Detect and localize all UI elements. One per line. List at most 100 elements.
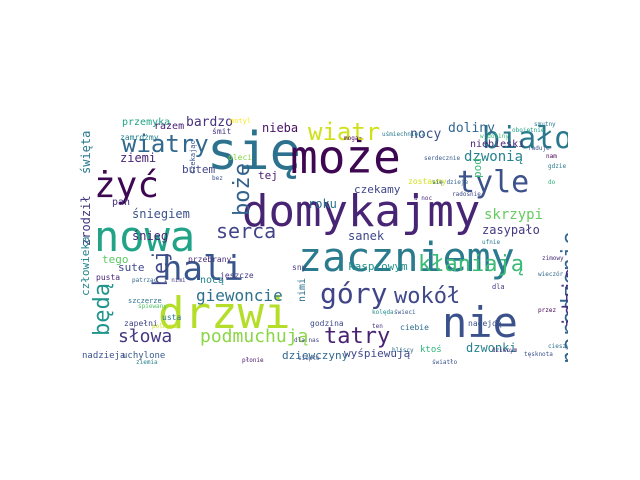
word-cloud-word: góry	[320, 277, 388, 310]
word-cloud-word: podmuchują	[200, 326, 309, 347]
word-cloud-word: bardzo	[186, 116, 233, 130]
word-cloud-word: cieszy	[548, 343, 568, 350]
word-cloud-word: dzwonią	[464, 149, 524, 165]
word-cloud-word: dziewczyny	[282, 349, 349, 362]
word-cloud-word: płonie	[242, 357, 264, 364]
word-cloud-word: ktoś	[420, 345, 442, 355]
word-cloud-word: polnymi	[152, 323, 178, 330]
word-cloud-word: światło	[432, 359, 458, 366]
word-cloud-word: może	[290, 130, 401, 184]
word-cloud-word: sanek	[348, 229, 385, 243]
word-cloud-word: śpiewany	[138, 303, 167, 310]
word-cloud-word: oleci	[228, 153, 253, 162]
word-cloud-word: smutny	[534, 121, 556, 128]
word-cloud-word: szczerze	[128, 297, 162, 305]
word-cloud-word: nocy	[410, 127, 442, 142]
word-cloud-word: dla	[492, 283, 505, 291]
word-cloud-word: patrząc	[132, 277, 158, 284]
word-cloud-word: serdecznie	[424, 155, 461, 162]
word-cloud-word: tęsknota	[524, 351, 553, 358]
word-cloud-word: słowa	[118, 326, 173, 347]
word-cloud-word: obojętnie	[512, 127, 545, 134]
word-cloud-word: hali	[162, 249, 244, 289]
word-cloud-word: kolęda	[372, 309, 394, 316]
word-cloud-word: uchylone	[122, 351, 166, 361]
word-cloud-word: kłaniają	[418, 252, 524, 277]
word-cloud-word: pan	[112, 197, 131, 208]
word-cloud-word: zostawmy	[408, 177, 447, 186]
word-cloud-word: tyle	[457, 165, 530, 200]
word-cloud-word: drzwi	[158, 288, 291, 339]
word-cloud-word: ziemia	[136, 359, 158, 366]
word-cloud-word: przez	[538, 307, 557, 314]
word-cloud-word: wieczór	[538, 271, 564, 278]
word-cloud-word: tej	[258, 169, 278, 182]
word-cloud-word: nie	[442, 298, 518, 347]
word-cloud-word: przemyka	[122, 117, 171, 128]
word-cloud-word: zimowy	[542, 255, 564, 262]
word-cloud-word: świeci	[394, 309, 416, 316]
word-cloud-word: tatry	[324, 324, 391, 349]
word-cloud-word: usta	[162, 313, 182, 322]
word-cloud-word: ciebie	[400, 323, 429, 332]
word-cloud-word: sny	[292, 263, 307, 272]
word-cloud-word: zamrożmy	[120, 133, 159, 142]
word-cloud-word: święta	[79, 130, 93, 174]
word-cloud-word: śnieg	[132, 229, 169, 243]
word-cloud-word: wyśpiewują	[344, 347, 411, 360]
word-cloud-word: niebieski	[470, 139, 525, 150]
word-cloud-word: czekając	[189, 140, 197, 174]
word-cloud-word: ziemi	[120, 151, 157, 165]
word-cloud-word: się	[207, 122, 301, 182]
word-cloud-word: się dzieje	[432, 179, 469, 186]
word-cloud-word: śmit	[212, 127, 232, 136]
word-cloud-word: bliscy	[392, 347, 414, 354]
word-cloud-word: skrzypi	[484, 207, 544, 223]
word-cloud-word: raduje	[528, 145, 550, 152]
word-cloud-word: czekamy	[354, 183, 401, 196]
word-cloud-word: będą	[90, 283, 115, 336]
word-cloud-word: radośnie	[452, 191, 481, 198]
word-cloud-word: butem	[182, 163, 216, 176]
word-cloud-word: wiatry	[122, 130, 209, 158]
word-cloud-word: nimi	[297, 277, 308, 302]
word-cloud-word: człowieka	[79, 236, 92, 296]
word-cloud-word: nam	[546, 153, 557, 160]
word-cloud-word: nowa	[94, 212, 196, 261]
word-cloud-word: motyl	[230, 117, 252, 125]
word-cloud-word: w noc	[414, 195, 433, 202]
word-cloud-word: mogą	[344, 135, 359, 142]
word-cloud-word: żyć	[94, 165, 160, 206]
word-cloud-word: doliny	[448, 121, 495, 136]
word-cloud-word: bez	[212, 175, 223, 182]
word-cloud-word: tego	[102, 253, 129, 266]
word-cloud-word: ufnie	[482, 239, 501, 246]
word-cloud-word: dla nas	[294, 337, 320, 344]
word-cloud-word: boże	[230, 163, 255, 216]
word-cloud-word: wokół	[394, 284, 461, 309]
word-cloud-word: dziwnym	[492, 347, 518, 354]
word-cloud-word: dzwonki	[466, 341, 517, 355]
word-cloud-word: nadzieja	[82, 351, 126, 361]
word-cloud-word: ciepło	[298, 355, 320, 362]
word-cloud-word: nieba	[262, 121, 299, 135]
word-cloud-word: pusta	[96, 273, 121, 282]
word-cloud-word: w doliny	[480, 133, 509, 140]
word-cloud-word: nocą	[200, 275, 225, 286]
word-cloud-word: roku	[308, 197, 337, 211]
word-cloud-word: gdzie	[548, 163, 567, 170]
word-cloud-word: przebrany	[188, 255, 232, 264]
word-cloud-word: domykajmy	[242, 186, 481, 237]
word-cloud-word: godzina	[310, 319, 344, 328]
word-cloud-word: pod	[471, 158, 484, 178]
word-cloud-word: razem	[154, 121, 185, 132]
word-cloud-word: uśmiechnięta	[382, 131, 426, 138]
word-cloud-word: z nimi	[164, 277, 186, 284]
word-cloud-word: zaczniemy	[298, 235, 515, 281]
word-cloud-word: śniegiem	[132, 207, 190, 221]
word-cloud-word: zapełni	[124, 319, 158, 328]
word-cloud-word: serca	[216, 219, 277, 243]
word-cloud-word: giewoncie	[196, 286, 283, 305]
word-cloud-word: jeszcze	[220, 271, 254, 280]
word-cloud-word: wiatr	[308, 118, 381, 146]
